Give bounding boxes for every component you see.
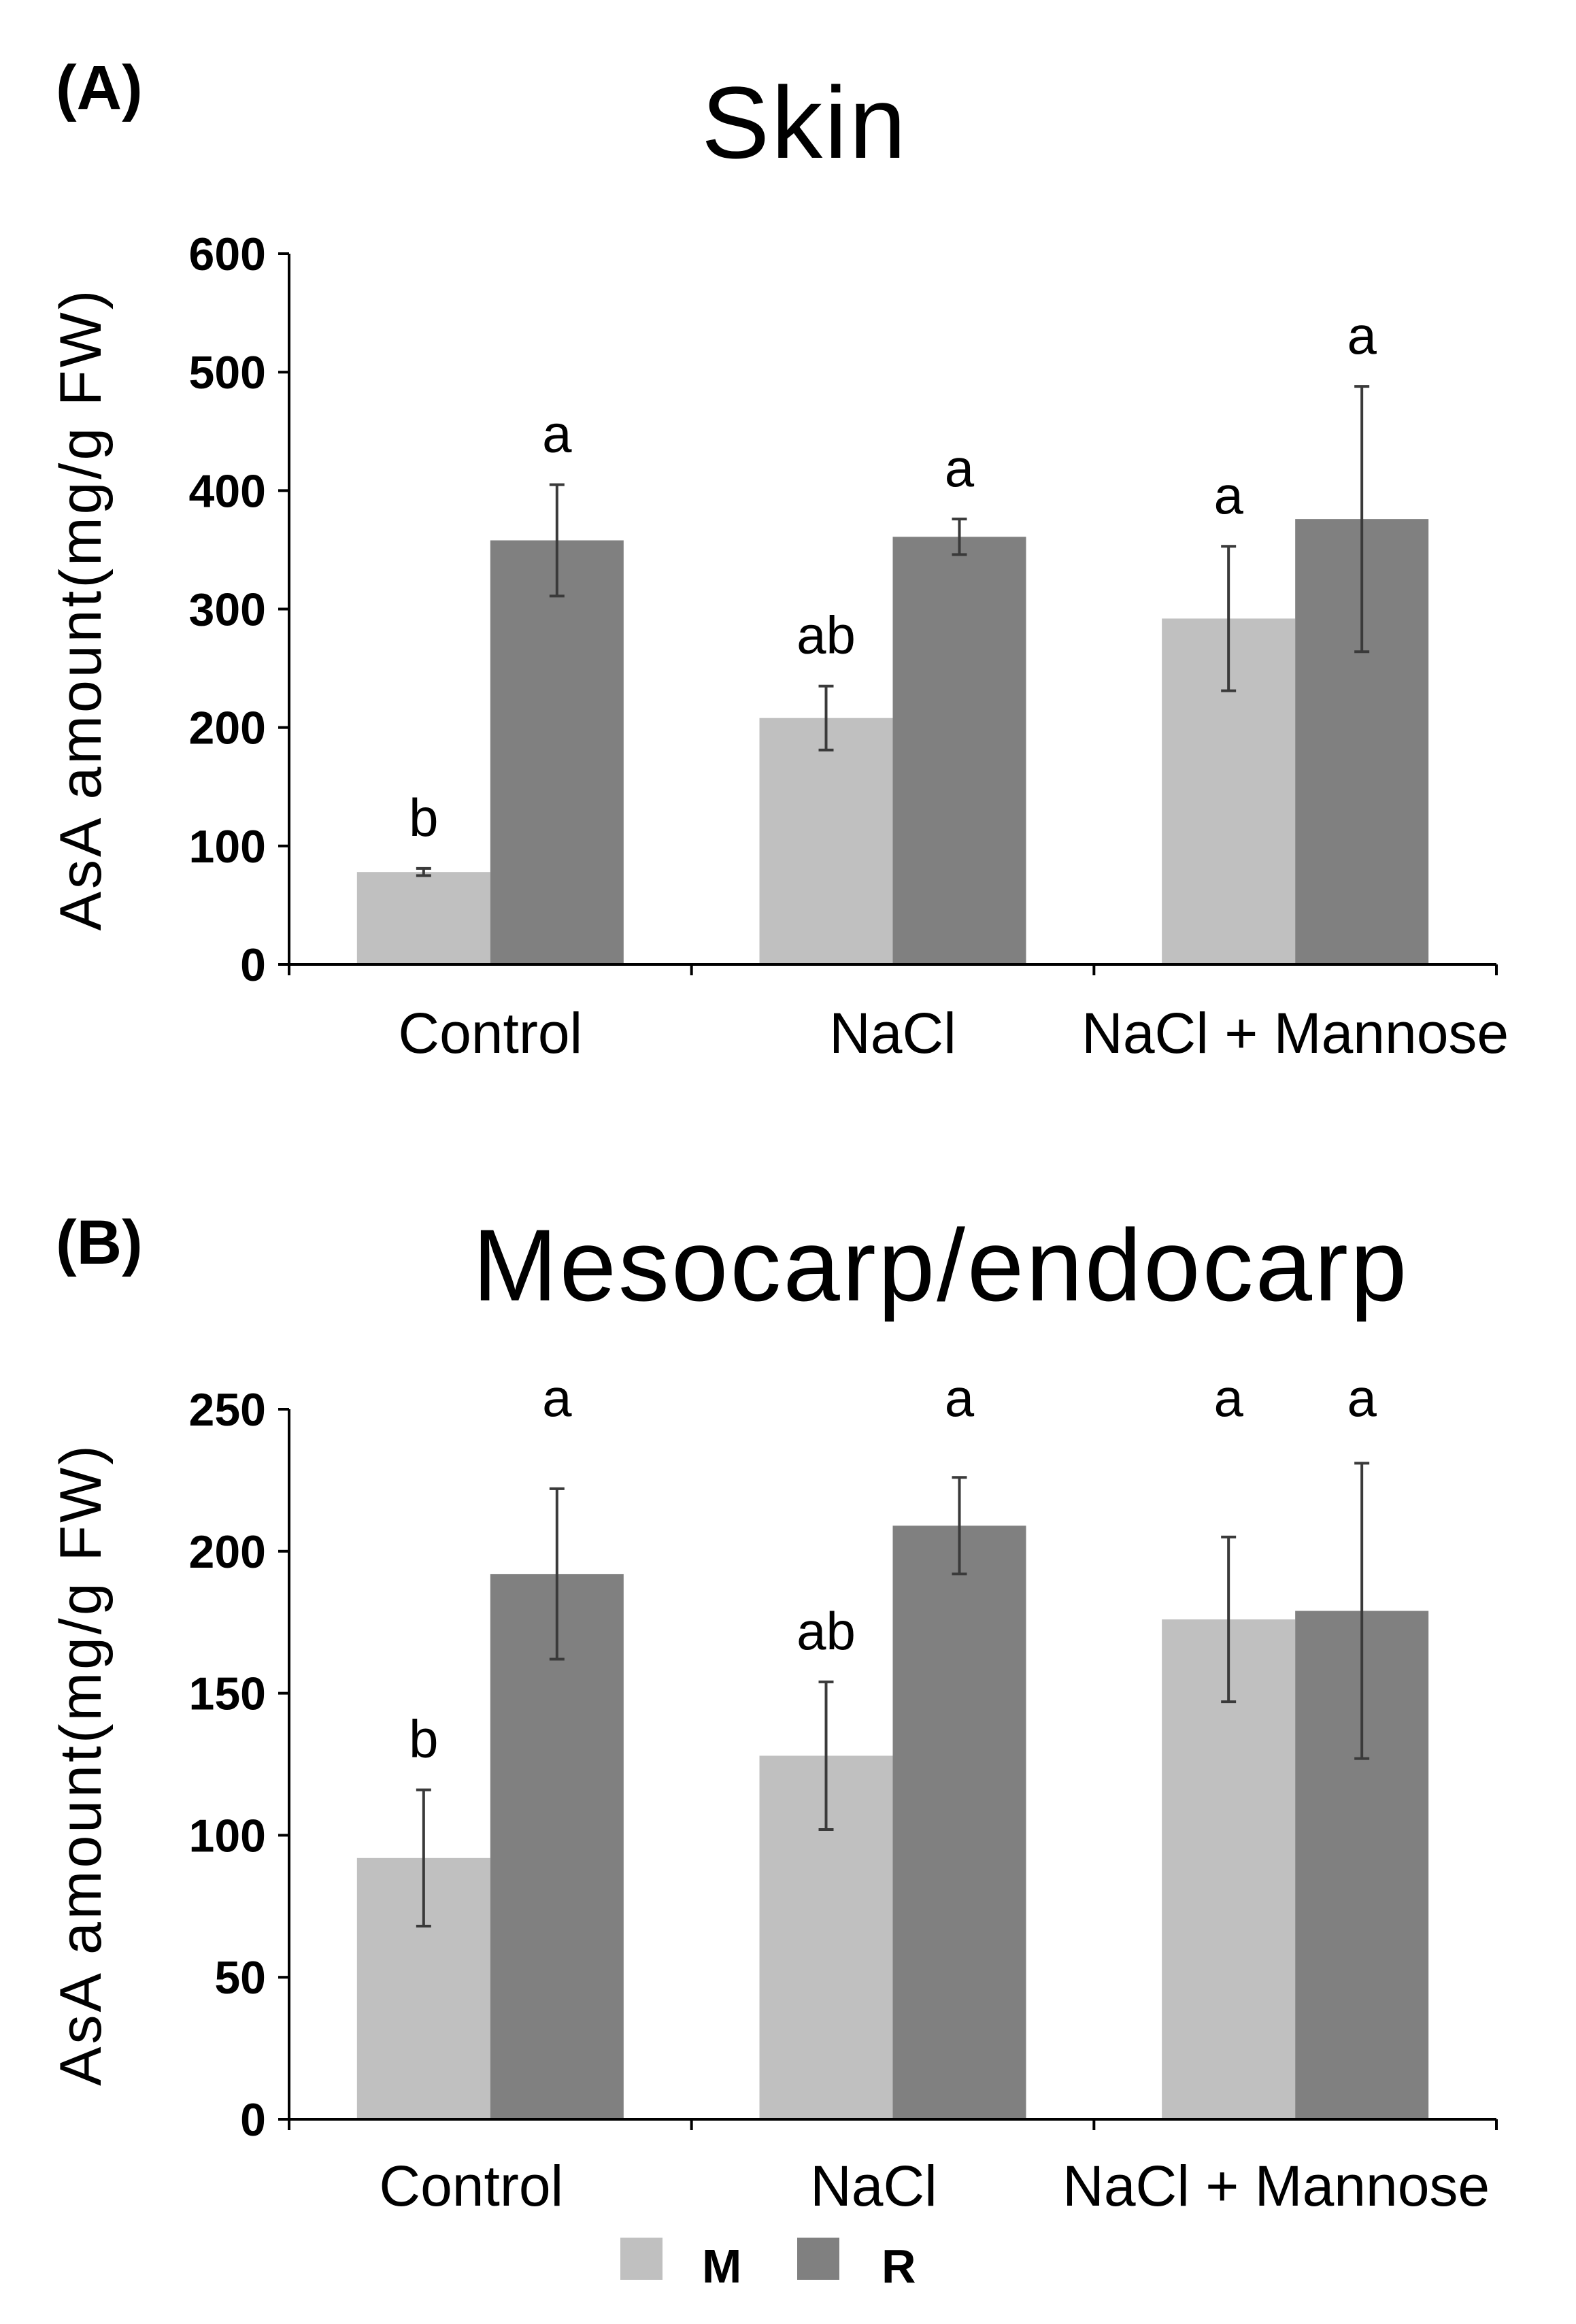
legend-swatch-m [620, 2238, 663, 2280]
y-tick-label-300: 300 [189, 584, 266, 636]
significance-letter-r-1: a [945, 1368, 975, 1428]
significance-letter-r-2: a [1347, 305, 1377, 365]
y-tick-label-150: 150 [189, 1668, 266, 1720]
panel-b-mesocarp-endocarp: (B) Mesocarp/endocarp AsA amount(mg/g FW) b… [48, 1208, 1498, 2218]
y-tick-label-0: 0 [240, 2094, 266, 2146]
y-tick-label-0: 0 [240, 939, 266, 991]
significance-letter-m-1: ab [797, 1601, 856, 1661]
category-label-1: NaCl [829, 1001, 956, 1065]
legend-label-m: M [702, 2240, 741, 2293]
legend-label-r: R [882, 2240, 916, 2293]
panel-label: (A) [56, 53, 143, 122]
category-label-0: Control [398, 1001, 582, 1065]
bar-m-0 [356, 872, 490, 964]
category-label-2: NaCl + Mannose [1082, 1001, 1509, 1065]
bar-r-0 [490, 540, 624, 964]
significance-letter-r-0: a [542, 1368, 572, 1428]
significance-letter-r-2: a [1347, 1368, 1377, 1428]
legend: M R [620, 2238, 916, 2293]
category-label-0: Control [379, 2154, 563, 2218]
y-axis-title: AsA amount(mg/g FW) [48, 288, 114, 931]
y-tick-label-100: 100 [189, 821, 266, 873]
y-tick-label-200: 200 [189, 1526, 266, 1578]
bar-m-1 [759, 718, 893, 964]
significance-letter-m-2: a [1213, 465, 1243, 525]
y-tick-label-50: 50 [214, 1952, 266, 2004]
chart-title: Mesocarp/endocarp [473, 1208, 1409, 1322]
y-tick-label-400: 400 [189, 465, 266, 517]
category-label-2: NaCl + Mannose [1062, 2154, 1490, 2218]
significance-letter-m-0: b [409, 788, 438, 847]
bar-r-1 [892, 1526, 1026, 2119]
bar-r-0 [490, 1574, 624, 2119]
panel-a-skin: (A) Skin AsA amount(mg/g FW) b ab a a a a 0 100 200… [48, 53, 1509, 1065]
panel-label: (B) [56, 1208, 143, 1277]
significance-letter-r-0: a [542, 404, 572, 464]
chart-title: Skin [701, 65, 908, 180]
y-axis-title: AsA amount(mg/g FW) [48, 1443, 114, 2086]
legend-swatch-r [797, 2238, 839, 2280]
y-tick-label-200: 200 [189, 703, 266, 754]
y-tick-label-500: 500 [189, 347, 266, 399]
significance-letter-m-0: b [409, 1709, 438, 1769]
significance-letter-m-1: ab [797, 605, 856, 665]
bar-r-1 [892, 537, 1026, 964]
y-tick-label-100: 100 [189, 1810, 266, 1862]
significance-letter-r-1: a [945, 438, 975, 498]
significance-letter-m-2: a [1213, 1368, 1243, 1428]
category-label-1: NaCl [810, 2154, 937, 2218]
y-tick-label-250: 250 [189, 1384, 266, 1436]
y-tick-label-600: 600 [189, 229, 266, 280]
